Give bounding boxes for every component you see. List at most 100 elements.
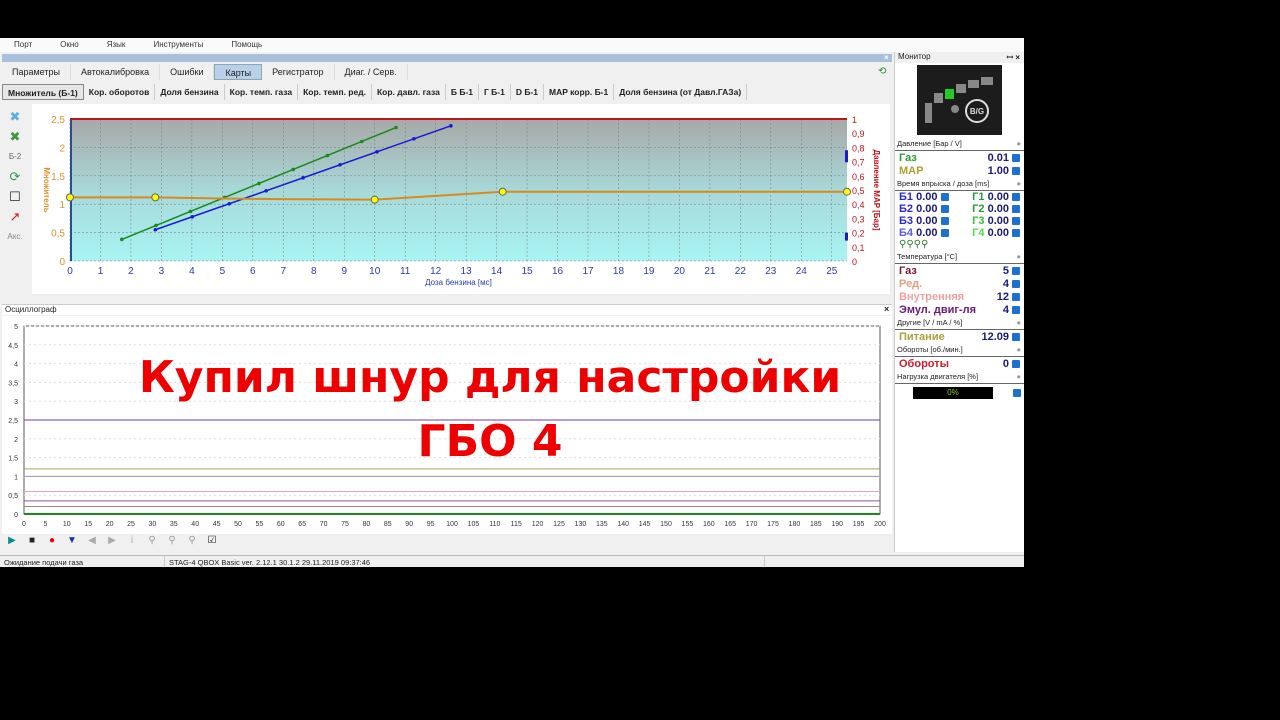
map-subtab[interactable]: Доля бензина bbox=[155, 84, 225, 100]
temp-checkbox[interactable] bbox=[1012, 266, 1020, 275]
close-monitor-icon[interactable]: ꟷ × bbox=[1006, 53, 1020, 62]
tab[interactable]: Ошибки bbox=[160, 64, 215, 80]
clear-green-icon[interactable]: ✖ bbox=[9, 129, 21, 144]
panel-header bbox=[2, 54, 892, 62]
zoom-icon[interactable]: ⚲ bbox=[148, 535, 156, 546]
x-tick: 6 bbox=[250, 266, 256, 277]
temp-checkbox[interactable] bbox=[1012, 305, 1020, 314]
y-tick: 0 bbox=[59, 257, 65, 268]
zoom-out-icon[interactable]: ⚲ bbox=[188, 535, 196, 546]
map-subtabs: Множитель (Б-1) Кор. оборотов Доля бензина… bbox=[2, 84, 748, 100]
rpm-checkbox[interactable] bbox=[1012, 359, 1020, 368]
temp-value: 4 bbox=[1002, 303, 1009, 316]
map-subtab[interactable]: Кор. давл. газа bbox=[372, 84, 446, 100]
gas-checkbox[interactable] bbox=[1012, 217, 1020, 226]
sample-point bbox=[120, 237, 124, 242]
svg-text:B/G: B/G bbox=[970, 107, 984, 116]
x-tick: 16 bbox=[552, 266, 564, 277]
stop-icon[interactable]: ■ bbox=[28, 535, 36, 546]
power-checkbox[interactable] bbox=[1012, 332, 1020, 341]
osc-x-tick: 105 bbox=[468, 521, 480, 528]
map-subtab[interactable]: Г Б-1 bbox=[479, 84, 511, 100]
gas-pressure-checkbox[interactable] bbox=[1012, 153, 1020, 162]
petrol-checkbox[interactable] bbox=[940, 217, 949, 226]
osc-x-tick: 125 bbox=[553, 521, 565, 528]
injection-grid: Б1 0.00 Г1 0.00 Б2 0.00 Г2 0.00 Б3 0.00 Г3 0.… bbox=[895, 191, 1024, 239]
gas-label: Г2 bbox=[972, 203, 985, 215]
map-subtab[interactable]: Б Б-1 bbox=[446, 84, 479, 100]
x-tick: 25 bbox=[826, 266, 838, 277]
osc-x-tick: 110 bbox=[489, 521, 500, 528]
petrol-checkbox[interactable] bbox=[940, 205, 949, 214]
osc-x-tick: 35 bbox=[170, 521, 178, 528]
temp-checkbox[interactable] bbox=[1012, 292, 1020, 301]
tab[interactable]: Диаг. / Серв. bbox=[335, 64, 408, 80]
play-icon[interactable]: ▶ bbox=[8, 535, 16, 546]
x-tick: 20 bbox=[674, 266, 686, 277]
sample-point bbox=[338, 162, 342, 167]
y-tick: 2 bbox=[59, 143, 65, 154]
refresh-icon[interactable]: ⟲ bbox=[878, 66, 887, 77]
map-subtab[interactable]: Кор. темп. ред. bbox=[298, 84, 372, 100]
acc-button[interactable]: Акс. bbox=[7, 232, 23, 241]
osc-y-tick: 0 bbox=[14, 512, 18, 519]
injection-section: Время впрыска / доза [ms] bbox=[895, 177, 1024, 191]
gas-time: 0.00 bbox=[987, 215, 1009, 227]
close-icon[interactable]: × bbox=[884, 53, 889, 62]
osc-x-tick: 5 bbox=[43, 521, 47, 528]
gas-checkbox[interactable] bbox=[1012, 229, 1020, 238]
gas-time: 0.00 bbox=[987, 227, 1009, 239]
tab[interactable]: Автокалибровка bbox=[71, 64, 161, 80]
map-subtab[interactable]: D Б-1 bbox=[511, 84, 545, 100]
menu-item[interactable]: Окно bbox=[60, 40, 79, 49]
map-subtab[interactable]: Доля бензина (от Давл.ГАЗа) bbox=[614, 84, 748, 100]
sample-point bbox=[449, 124, 453, 128]
menu-item[interactable]: Помощь bbox=[231, 40, 263, 49]
menu-item[interactable]: Порт bbox=[14, 40, 33, 49]
prev-icon[interactable]: ◀ bbox=[88, 535, 96, 546]
temp-checkbox[interactable] bbox=[1012, 279, 1020, 288]
record-icon[interactable]: ● bbox=[48, 535, 56, 546]
map-subtab[interactable]: Множитель (Б-1) bbox=[2, 84, 84, 100]
petrol-checkbox[interactable] bbox=[940, 193, 949, 202]
menu-item[interactable]: Инструменты bbox=[153, 40, 204, 49]
load-checkbox[interactable] bbox=[1013, 388, 1021, 397]
tab[interactable]: Параметры bbox=[2, 64, 71, 80]
oscilloscope-chart[interactable]: 00,511,522,533,544,550 5 10 15 20 25 30 35 40 45 5… bbox=[2, 316, 892, 534]
zoom-in-icon[interactable]: ⚲ bbox=[168, 535, 176, 546]
x-tick: 18 bbox=[613, 266, 625, 277]
sample-point bbox=[154, 223, 158, 228]
close-osc-icon[interactable]: × bbox=[884, 304, 890, 314]
map-checkbox[interactable] bbox=[1012, 166, 1020, 175]
multiplier-map-chart[interactable]: 0 1 2 3 4 5 6 7 8 9 10 11 12 13 14 15 16 17 18 19 20 21 22 23 24… bbox=[32, 104, 890, 294]
x-tick: 10 bbox=[369, 266, 381, 277]
map-subtab[interactable]: MAP корр. Б-1 bbox=[544, 84, 615, 100]
next-icon[interactable]: ▶ bbox=[108, 535, 116, 546]
gas-checkbox[interactable] bbox=[1012, 205, 1020, 214]
petrol-checkbox[interactable] bbox=[940, 229, 949, 238]
map-subtab[interactable]: Кор. оборотов bbox=[84, 84, 156, 100]
info-icon[interactable]: i bbox=[130, 535, 134, 546]
marker-icon[interactable]: ▼ bbox=[67, 535, 77, 546]
tab[interactable]: Карты bbox=[214, 64, 263, 80]
frame-icon[interactable]: ☐ bbox=[9, 189, 21, 204]
osc-y-tick: 2,5 bbox=[8, 418, 18, 425]
sample-point bbox=[153, 227, 158, 232]
osc-x-tick: 45 bbox=[213, 521, 221, 528]
osc-x-tick: 155 bbox=[682, 521, 694, 528]
checkbox-icon[interactable]: ☑ bbox=[207, 535, 217, 546]
bank2-button[interactable]: Б-2 bbox=[8, 152, 22, 161]
map-subtab[interactable]: Кор. темп. газа bbox=[225, 84, 299, 100]
sync-icon[interactable]: ⟳ bbox=[9, 169, 21, 184]
gas-checkbox[interactable] bbox=[1012, 193, 1020, 202]
chart-icon[interactable]: ↗ bbox=[9, 209, 21, 224]
y-axis-label: Множитель bbox=[42, 167, 51, 212]
osc-x-tick: 25 bbox=[127, 521, 135, 528]
x-tick: 15 bbox=[521, 266, 533, 277]
clear-blue-icon[interactable]: ✖ bbox=[9, 109, 21, 124]
status-version: STAG-4 QBOX Basic ver. 2.12.1 30.1.2 29.… bbox=[165, 556, 765, 567]
osc-y-tick: 3,5 bbox=[8, 380, 18, 387]
map-marker-low bbox=[845, 232, 848, 241]
tab[interactable]: Регистратор bbox=[262, 64, 335, 80]
menu-item[interactable]: Язык bbox=[106, 40, 126, 49]
